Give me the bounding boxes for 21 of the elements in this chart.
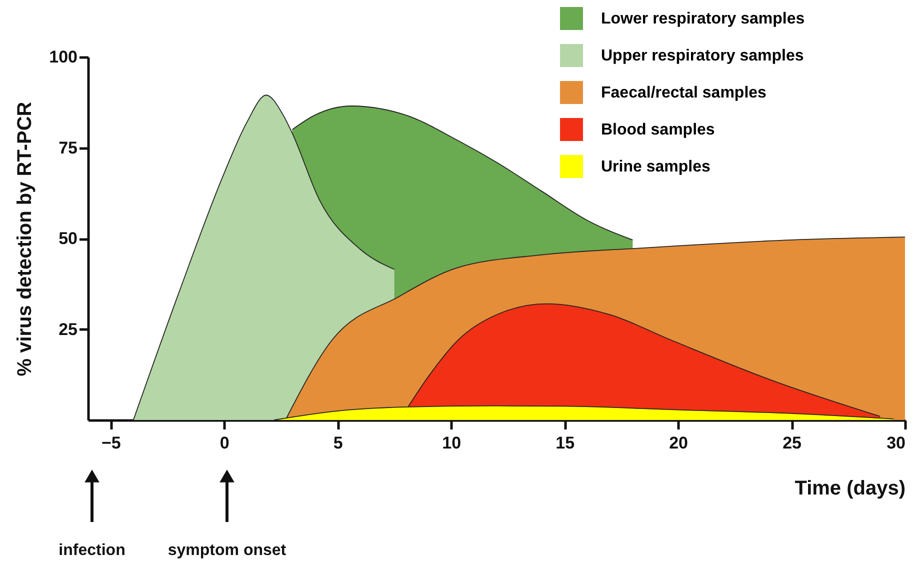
- x-tick-label: 25: [782, 434, 802, 452]
- legend-label: Blood samples: [601, 122, 715, 138]
- x-tick-label: −5: [102, 434, 121, 452]
- y-tick-label: 75: [58, 138, 78, 158]
- text: infection: [58, 542, 126, 559]
- legend-label: Urine samples: [601, 158, 710, 176]
- x-tick-label: 0: [220, 434, 230, 452]
- legend-label: Lower respiratory samples: [601, 10, 805, 28]
- y-tick-label: 25: [58, 320, 78, 339]
- x-tick-label: 5: [333, 434, 343, 452]
- x-tick-label: 30: [886, 434, 906, 452]
- text: symptom onset: [168, 542, 287, 559]
- legend-label: Faecal/rectal samples: [601, 84, 767, 102]
- x-tick-label: 20: [669, 434, 688, 452]
- x-tick-label: 15: [556, 434, 575, 452]
- x-axis-title: Time (days): [794, 478, 906, 500]
- y-axis-title: % virus detection by RT-PCR: [14, 101, 36, 376]
- x-tick-label: 10: [442, 434, 462, 452]
- y-tick-label: 100: [49, 48, 78, 66]
- legend-label: Upper respiratory samples: [601, 48, 804, 64]
- y-tick-label: 50: [58, 229, 78, 248]
